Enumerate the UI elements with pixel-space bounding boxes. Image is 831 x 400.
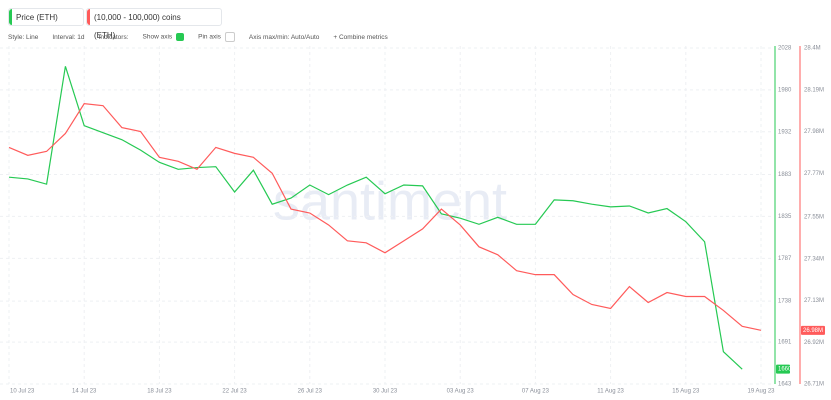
y2-tick-label: 28.19M [804, 87, 824, 93]
x-tick-label: 18 Jul 23 [147, 389, 172, 395]
series-line [8, 66, 743, 370]
x-tick-label: 26 Jul 23 [298, 389, 323, 395]
x-tick-label: 07 Aug 23 [522, 389, 550, 395]
y-tick-label: 1932 [778, 129, 792, 135]
value-label: 1660 [778, 367, 792, 373]
y-tick-label: 1691 [778, 340, 792, 346]
x-tick-label: 10 Jul 23 [10, 389, 35, 395]
y2-tick-label: 27.34M [804, 256, 824, 262]
x-tick-label: 30 Jul 23 [373, 389, 398, 395]
metric-chip[interactable]: Price (ETH) [8, 8, 84, 26]
toolbar: Style: Line Interval: 1d Indicators: Sho… [8, 32, 388, 42]
y2-tick-label: 27.98M [804, 129, 824, 135]
y-tick-label: 1787 [778, 256, 792, 262]
x-tick-label: 19 Aug 23 [747, 389, 775, 395]
option[interactable]: Style: Line [8, 33, 39, 41]
y-tick-label: 1883 [778, 172, 792, 178]
y-tick-label: 1643 [778, 382, 792, 388]
y2-tick-label: 27.13M [804, 298, 824, 304]
metric-label: Price (ETH) [16, 13, 58, 22]
y-tick-label: 2028 [778, 46, 792, 52]
y2-tick-label: 26.71M [804, 382, 824, 388]
y2-tick-label: 28.4M [804, 46, 821, 52]
y2-tick-label: 26.92M [804, 340, 824, 346]
checkbox[interactable] [224, 32, 235, 42]
option[interactable]: Axis max/min: Auto/Auto [248, 33, 320, 41]
y-tick-label: 1738 [778, 299, 792, 305]
x-tick-label: 15 Aug 23 [672, 389, 700, 395]
metric-chip[interactable]: (10,000 - 100,000) coins (ETH) [86, 8, 222, 40]
option[interactable]: Pin axis [198, 32, 235, 42]
y-tick-label: 1835 [778, 214, 792, 220]
x-tick-label: 11 Aug 23 [597, 389, 624, 395]
y2-tick-label: 27.77M [804, 171, 824, 177]
value-label: 26.98M [803, 328, 823, 334]
checkbox[interactable] [176, 33, 185, 41]
value-badge [776, 364, 790, 374]
option[interactable]: Interval: 1d [52, 33, 85, 41]
y2-tick-label: 27.55M [804, 215, 824, 221]
option[interactable]: + Combine metrics [333, 33, 388, 41]
x-tick-label: 14 Jul 23 [72, 389, 97, 395]
metric-label: (10,000 - 100,000) coins (ETH) [94, 13, 181, 40]
option-label: Pin axis [198, 33, 221, 41]
option-label: Show axis [142, 33, 173, 41]
option[interactable]: Show axis [143, 33, 185, 41]
value-badge [801, 325, 825, 335]
option[interactable]: Indicators: [98, 33, 129, 41]
x-tick-label: 22 Jul 23 [222, 389, 247, 395]
y-tick-label: 1980 [778, 87, 792, 93]
x-tick-label: 03 Aug 23 [447, 389, 475, 395]
series-line [8, 103, 762, 331]
